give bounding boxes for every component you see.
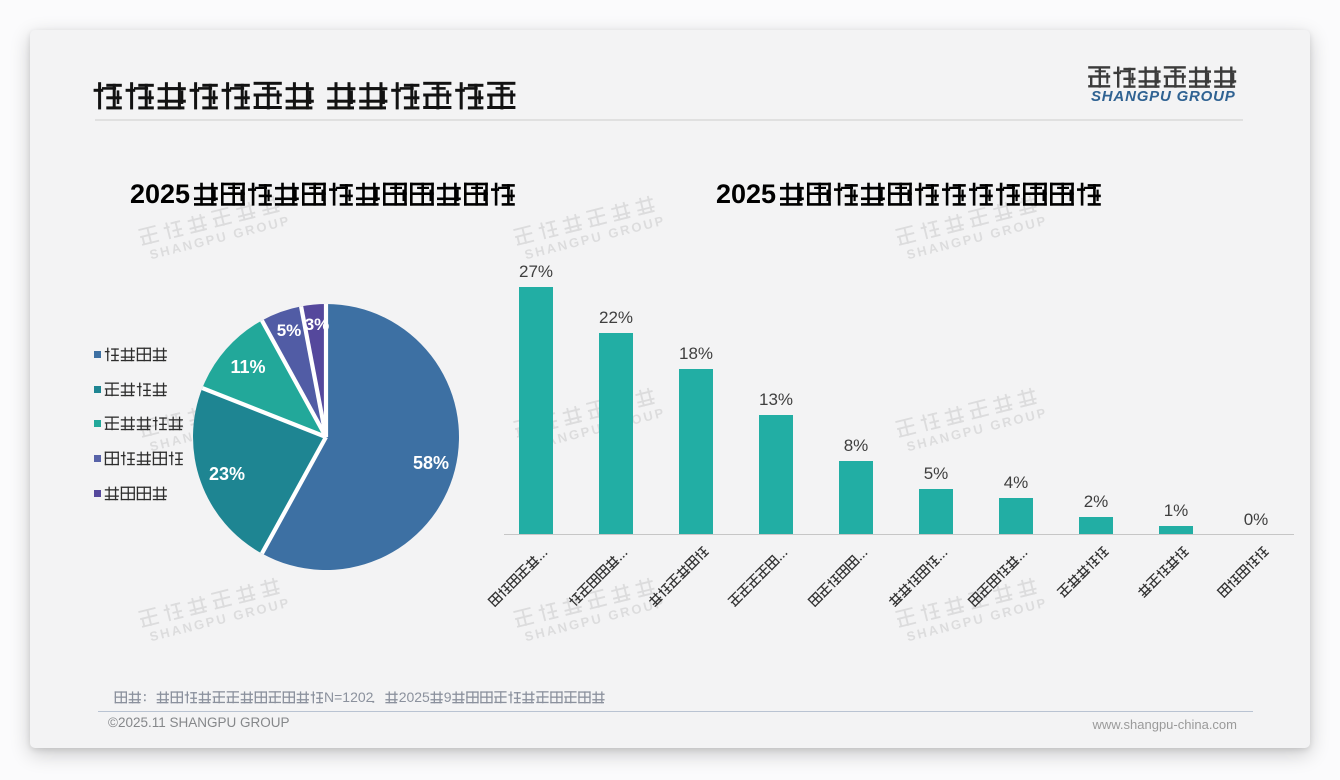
svg-text:2025: 2025 — [130, 180, 190, 209]
svg-text:N=1202: N=1202 — [324, 690, 374, 705]
svg-text:2025: 2025 — [399, 690, 430, 705]
svg-text:2025: 2025 — [716, 180, 776, 209]
svg-text:9: 9 — [444, 690, 452, 705]
